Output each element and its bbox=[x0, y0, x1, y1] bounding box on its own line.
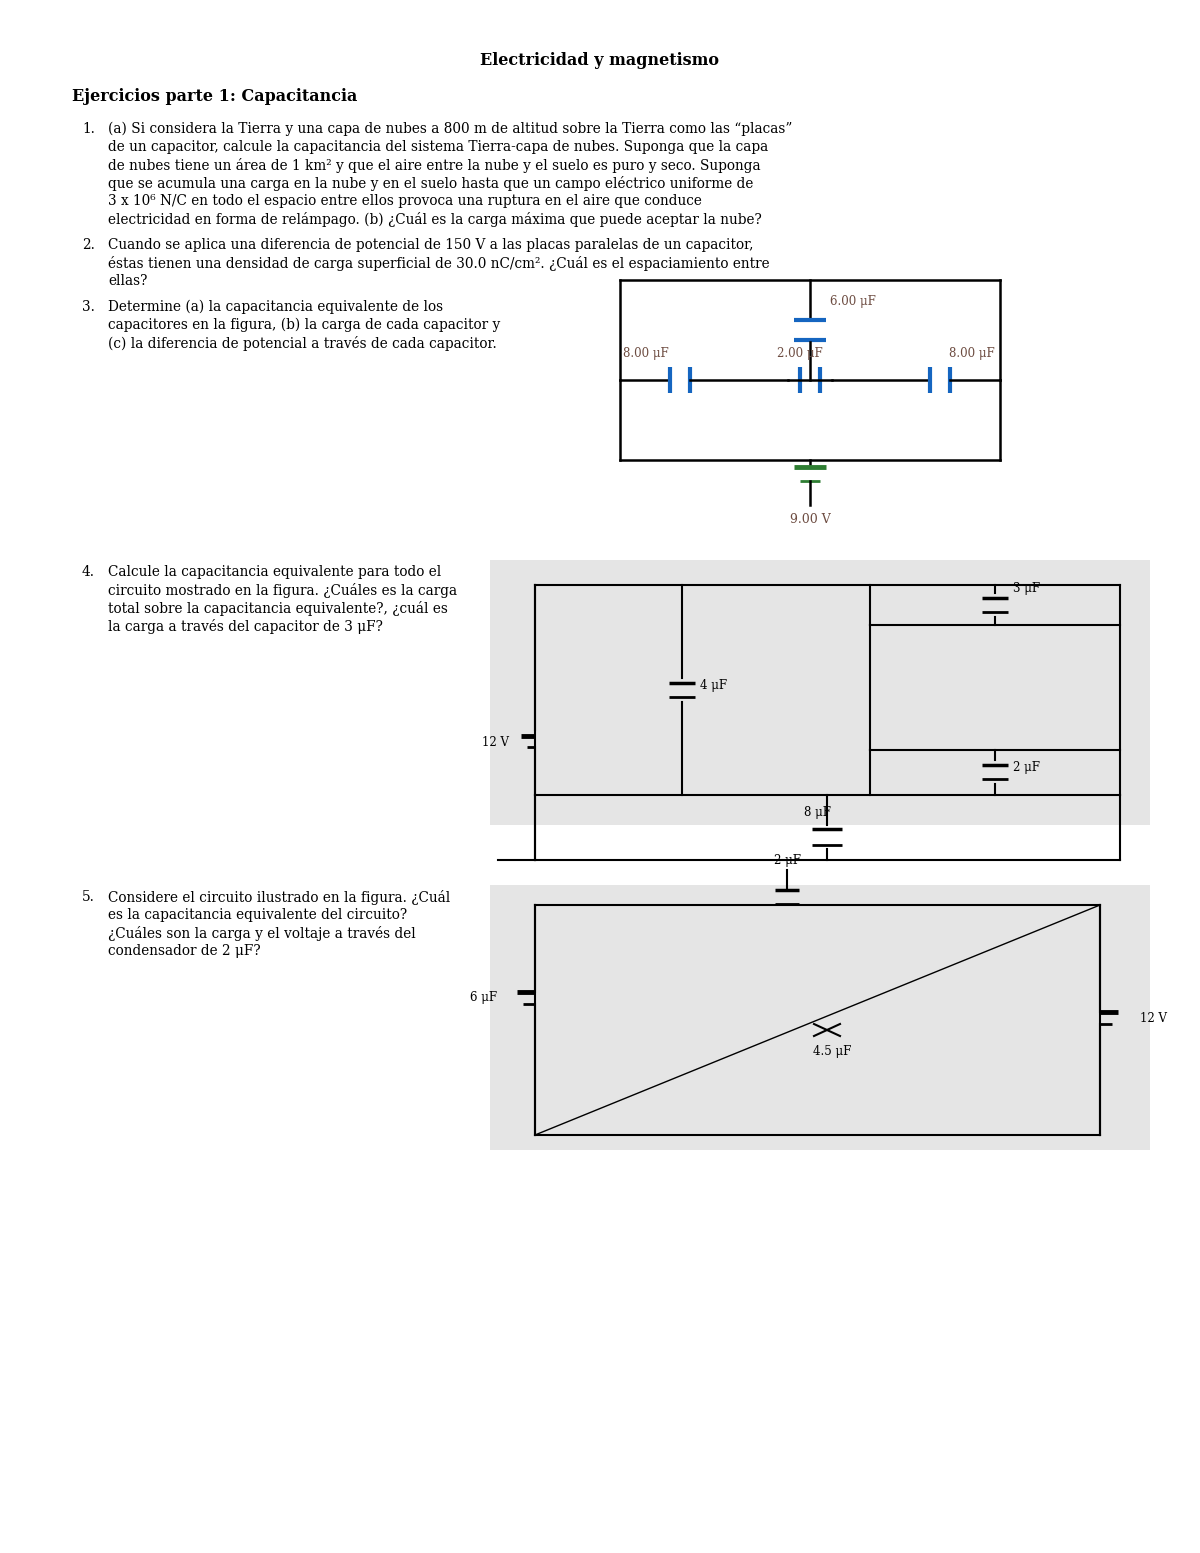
Text: 4 μF: 4 μF bbox=[700, 679, 727, 691]
Text: 3.: 3. bbox=[82, 300, 95, 314]
Text: electricidad en forma de relámpago. (b) ¿Cuál es la carga máxima que puede acept: electricidad en forma de relámpago. (b) … bbox=[108, 213, 762, 227]
Text: 2.00 μF: 2.00 μF bbox=[778, 346, 823, 360]
Text: de un capacitor, calcule la capacitancia del sistema Tierra-capa de nubes. Supon: de un capacitor, calcule la capacitancia… bbox=[108, 140, 768, 154]
Text: éstas tienen una densidad de carga superficial de 30.0 nC/cm². ¿Cuál es el espac: éstas tienen una densidad de carga super… bbox=[108, 256, 769, 272]
Text: que se acumula una carga en la nube y en el suelo hasta que un campo eléctrico u: que se acumula una carga en la nube y en… bbox=[108, 175, 754, 191]
Text: 8 μF: 8 μF bbox=[804, 806, 830, 818]
Text: 12 V: 12 V bbox=[1140, 1011, 1166, 1025]
Text: (c) la diferencia de potencial a través de cada capacitor.: (c) la diferencia de potencial a través … bbox=[108, 335, 497, 351]
Text: 8.00 μF: 8.00 μF bbox=[949, 346, 995, 360]
Text: 6.00 μF: 6.00 μF bbox=[830, 295, 876, 307]
Bar bbox=[490, 561, 1150, 825]
Text: 5.: 5. bbox=[82, 890, 95, 904]
Text: Cuando se aplica una diferencia de potencial de 150 V a las placas paralelas de : Cuando se aplica una diferencia de poten… bbox=[108, 238, 754, 252]
Text: 2.: 2. bbox=[82, 238, 95, 252]
Text: ¿Cuáles son la carga y el voltaje a través del: ¿Cuáles son la carga y el voltaje a trav… bbox=[108, 926, 415, 941]
Text: 2 μF: 2 μF bbox=[774, 854, 800, 867]
Text: Ejercicios parte 1: Capacitancia: Ejercicios parte 1: Capacitancia bbox=[72, 89, 358, 106]
Text: capacitores en la figura, (b) la carga de cada capacitor y: capacitores en la figura, (b) la carga d… bbox=[108, 318, 500, 332]
Text: 2 μF: 2 μF bbox=[1013, 761, 1040, 773]
Text: Calcule la capacitancia equivalente para todo el: Calcule la capacitancia equivalente para… bbox=[108, 565, 442, 579]
Text: ellas?: ellas? bbox=[108, 273, 148, 287]
Text: 4.: 4. bbox=[82, 565, 95, 579]
Text: 9.00 V: 9.00 V bbox=[790, 512, 830, 526]
Text: de nubes tiene un área de 1 km² y que el aire entre la nube y el suelo es puro y: de nubes tiene un área de 1 km² y que el… bbox=[108, 158, 761, 172]
Text: (a) Si considera la Tierra y una capa de nubes a 800 m de altitud sobre la Tierr: (a) Si considera la Tierra y una capa de… bbox=[108, 123, 792, 137]
Text: 4.5 μF: 4.5 μF bbox=[812, 1045, 851, 1058]
Text: la carga a través del capacitor de 3 μF?: la carga a través del capacitor de 3 μF? bbox=[108, 620, 383, 634]
Text: Determine (a) la capacitancia equivalente de los: Determine (a) la capacitancia equivalent… bbox=[108, 300, 443, 314]
Text: es la capacitancia equivalente del circuito?: es la capacitancia equivalente del circu… bbox=[108, 909, 407, 922]
Text: 1.: 1. bbox=[82, 123, 95, 137]
Text: 3 x 10⁶ N/C en todo el espacio entre ellos provoca una ruptura en el aire que co: 3 x 10⁶ N/C en todo el espacio entre ell… bbox=[108, 194, 702, 208]
Text: 8.00 μF: 8.00 μF bbox=[623, 346, 668, 360]
Text: Electricidad y magnetismo: Electricidad y magnetismo bbox=[480, 51, 720, 68]
Text: 3 μF: 3 μF bbox=[1013, 582, 1040, 595]
Text: 6 μF: 6 μF bbox=[470, 991, 497, 1005]
Text: total sobre la capacitancia equivalente?, ¿cuál es: total sobre la capacitancia equivalente?… bbox=[108, 601, 448, 617]
Text: Considere el circuito ilustrado en la figura. ¿Cuál: Considere el circuito ilustrado en la fi… bbox=[108, 890, 450, 905]
Text: 12 V: 12 V bbox=[481, 736, 509, 749]
Bar bbox=[490, 885, 1150, 1151]
Text: circuito mostrado en la figura. ¿Cuáles es la carga: circuito mostrado en la figura. ¿Cuáles … bbox=[108, 582, 457, 598]
Text: condensador de 2 μF?: condensador de 2 μF? bbox=[108, 944, 260, 958]
